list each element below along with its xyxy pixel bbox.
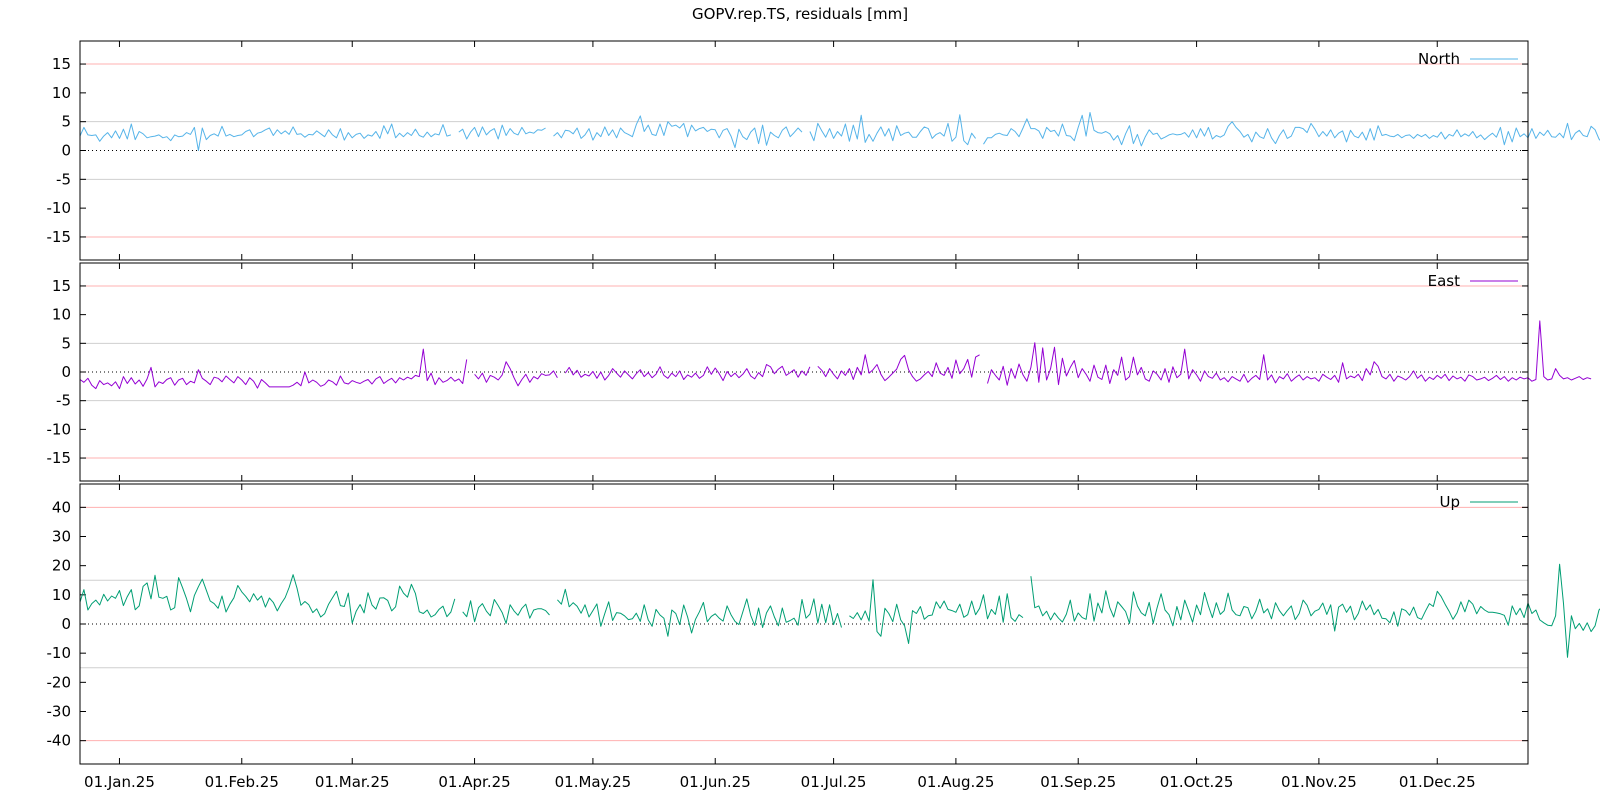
y-tick-label: -30 — [47, 703, 72, 721]
y-tick-label: 0 — [61, 142, 71, 160]
y-tick-label: -10 — [47, 199, 72, 217]
y-tick-label: -10 — [47, 644, 72, 662]
x-axis: 01.Jan.25 01.Feb.25 01.Mar.25 01.Apr.25 01.M… — [84, 773, 1476, 791]
y-tick-label: 5 — [61, 334, 71, 352]
y-tick-label: 5 — [61, 113, 71, 131]
y-tick-label: 15 — [52, 277, 71, 295]
series-line-east — [79, 320, 1592, 390]
series-line-north — [79, 112, 1600, 151]
legend-label: Up — [1439, 493, 1460, 511]
panel-frame — [79, 40, 1529, 261]
panel-east: 15 10 5 0 -5 -10 -15 East — [47, 262, 1592, 482]
x-tick-label: 01.Mar.25 — [315, 773, 390, 791]
panel-north: 15 10 5 0 -5 -10 -15 North — [47, 40, 1600, 261]
panel-frame — [79, 483, 1529, 765]
y-tick-label: -10 — [47, 420, 72, 438]
y-tick-label: -5 — [56, 392, 71, 410]
x-tick-label: 01.Oct.25 — [1160, 773, 1234, 791]
y-tick-label: 30 — [52, 528, 71, 546]
y-tick-label: 10 — [52, 84, 71, 102]
y-tick-label: -20 — [47, 673, 72, 691]
y-tick-label: 10 — [52, 306, 71, 324]
chart-title: GOPV.rep.TS, residuals [mm] — [692, 5, 908, 23]
y-tick-label: -5 — [56, 170, 71, 188]
x-tick-label: 01.Aug.25 — [917, 773, 994, 791]
x-tick-label: 01.Dec.25 — [1399, 773, 1476, 791]
x-tick-label: 01.Jun.25 — [680, 773, 751, 791]
x-tick-label: 01.May.25 — [555, 773, 632, 791]
x-tick-label: 01.Nov.25 — [1281, 773, 1357, 791]
x-tick-label: 01.Apr.25 — [438, 773, 510, 791]
x-tick-label: 01.Jan.25 — [84, 773, 155, 791]
x-tick-label: 01.Jul.25 — [801, 773, 867, 791]
y-tick-label: 40 — [52, 498, 71, 516]
x-tick-label: 01.Sep.25 — [1040, 773, 1116, 791]
legend-label: North — [1418, 50, 1460, 68]
y-tick-label: 0 — [61, 363, 71, 381]
y-tick-label: -15 — [47, 449, 72, 467]
panel-up: 40 30 20 10 0 -10 -20 -30 -40 Up — [47, 483, 1600, 765]
y-tick-label: 15 — [52, 55, 71, 73]
y-tick-label: -15 — [47, 228, 72, 246]
y-tick-label: -40 — [47, 732, 72, 750]
legend-label: East — [1428, 272, 1460, 290]
panel-frame — [79, 262, 1529, 482]
x-tick-label: 01.Feb.25 — [205, 773, 279, 791]
series-line-up — [79, 563, 1600, 658]
y-tick-label: 20 — [52, 557, 71, 575]
y-tick-label: 10 — [52, 586, 71, 604]
y-tick-label: 0 — [61, 615, 71, 633]
